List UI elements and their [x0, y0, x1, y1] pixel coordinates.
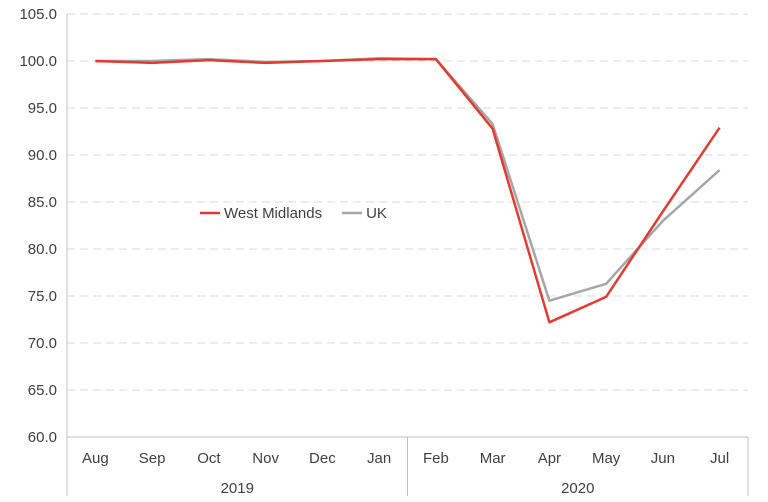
y-tick-label: 85.0 — [28, 194, 57, 211]
x-group-label: 2020 — [561, 480, 594, 497]
x-tick-label: Jul — [710, 450, 729, 467]
series-line-west-midlands — [95, 57, 721, 324]
grid-layer — [67, 13, 748, 391]
series-layer — [95, 56, 721, 324]
x-tick-label: Jun — [651, 450, 675, 467]
x-tick-label: Mar — [480, 450, 506, 467]
legend-label: West Midlands — [224, 205, 322, 222]
x-tick-label: Apr — [538, 450, 561, 467]
y-tick-label: 70.0 — [28, 335, 57, 352]
x-tick-label: May — [592, 450, 621, 467]
legend-label: UK — [366, 205, 387, 222]
y-tick-label: 65.0 — [28, 382, 57, 399]
y-tick-label: 95.0 — [28, 100, 57, 117]
y-tick-label: 105.0 — [19, 6, 57, 23]
y-tick-label: 90.0 — [28, 147, 57, 164]
axis-layer: 60.0 65.0 70.0 75.0 80.0 85.0 90.0 95.0 100.0 105… — [19, 6, 749, 497]
series-line-uk — [95, 56, 721, 302]
y-tick-label: 60.0 — [28, 429, 57, 446]
x-tick-label: Dec — [309, 450, 336, 467]
y-tick-label: 100.0 — [19, 53, 57, 70]
x-tick-label: Nov — [252, 450, 279, 467]
x-tick-label: Oct — [197, 450, 221, 467]
x-tick-label: Feb — [423, 450, 449, 467]
x-tick-label: Aug — [82, 450, 109, 467]
x-tick-label: Jan — [367, 450, 391, 467]
y-tick-label: 80.0 — [28, 241, 57, 258]
legend: West Midlands UK — [200, 205, 387, 222]
x-tick-label: Sep — [139, 450, 166, 467]
y-tick-label: 75.0 — [28, 288, 57, 305]
x-group-label: 2019 — [221, 480, 254, 497]
